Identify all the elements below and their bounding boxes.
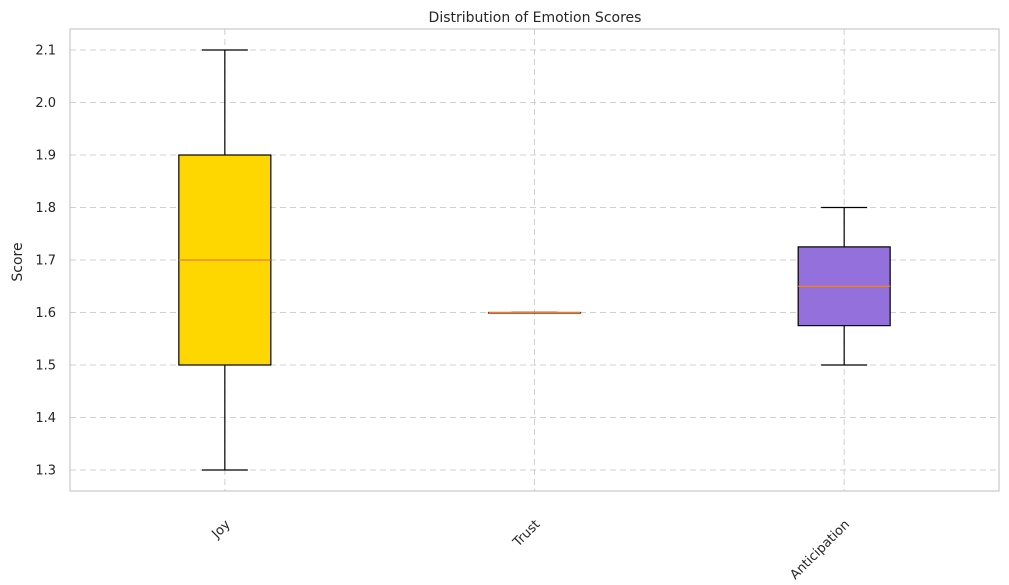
y-tick-label: 2.0 <box>35 96 56 111</box>
y-tick-label: 1.6 <box>35 306 56 321</box>
y-tick-label: 1.4 <box>35 411 56 426</box>
x-tick-label: Joy <box>209 517 234 542</box>
y-tick-label: 1.7 <box>35 254 56 269</box>
tick-layer: 1.3 1.4 1.5 1.6 1.7 1.8 1.9 2.0 2.1 Joy Trust Antic… <box>35 44 853 583</box>
plot-frame <box>69 28 1000 492</box>
x-tick-label: Anticipation <box>787 517 853 583</box>
y-tick-label: 1.9 <box>35 149 56 164</box>
y-tick-label: 1.3 <box>35 464 56 479</box>
y-tick-label: 2.1 <box>35 44 56 59</box>
y-tick-label: 1.8 <box>35 201 56 216</box>
box-anticipation <box>797 206 891 366</box>
box-trust <box>487 311 582 314</box>
box-layer <box>178 49 891 471</box>
x-tick-label: Trust <box>510 517 544 551</box>
y-tick-label: 1.5 <box>35 359 56 374</box>
chart-title: Distribution of Emotion Scores <box>429 10 642 26</box>
box-joy <box>178 49 272 471</box>
y-axis-label: Score <box>10 242 26 281</box>
